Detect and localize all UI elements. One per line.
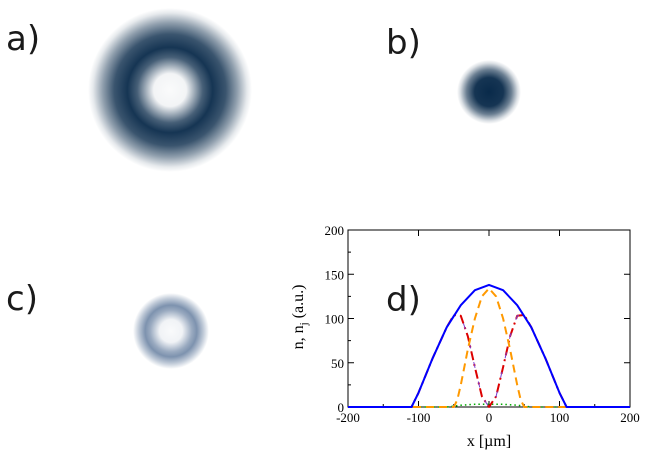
plot-series bbox=[348, 283, 630, 408]
x-tick-label: 0 bbox=[486, 410, 493, 425]
y-axis-title: n, nj (a.u.) bbox=[290, 285, 310, 350]
series-line-outer-overlay bbox=[348, 314, 630, 408]
core-density-image bbox=[457, 60, 521, 124]
y-tick-label: 0 bbox=[338, 400, 345, 415]
panel-c-label: c) bbox=[6, 279, 38, 319]
panel-a-label: a) bbox=[6, 19, 41, 59]
ring-density-image bbox=[88, 8, 252, 172]
x-tick-label: 100 bbox=[550, 410, 570, 425]
panel-d-label: d) bbox=[386, 280, 421, 320]
y-axis-title-sub: j bbox=[298, 322, 310, 326]
y-tick-label: 100 bbox=[325, 312, 345, 327]
y-axis-title-main: n, n bbox=[290, 325, 307, 349]
y-axis-title-tail: (a.u.) bbox=[290, 285, 307, 323]
x-tick-label: -100 bbox=[407, 410, 431, 425]
y-tick-label: 200 bbox=[325, 223, 345, 238]
y-tick-label: 50 bbox=[331, 356, 344, 371]
series-line-outer bbox=[348, 314, 630, 408]
panel-b-label: b) bbox=[386, 23, 421, 63]
series-line-total bbox=[348, 283, 630, 408]
density-profile-chart: -200 -100 0 100 200 0 50 100 150 200 d) x [µm] n,… bbox=[290, 223, 640, 450]
y-tick-label: 150 bbox=[325, 267, 345, 282]
series-line-inner bbox=[348, 287, 630, 408]
x-tick-label: 200 bbox=[620, 410, 640, 425]
faint-ring-density-image bbox=[133, 293, 209, 369]
x-axis-title: x [µm] bbox=[467, 433, 511, 450]
x-tick-label: -200 bbox=[336, 410, 360, 425]
